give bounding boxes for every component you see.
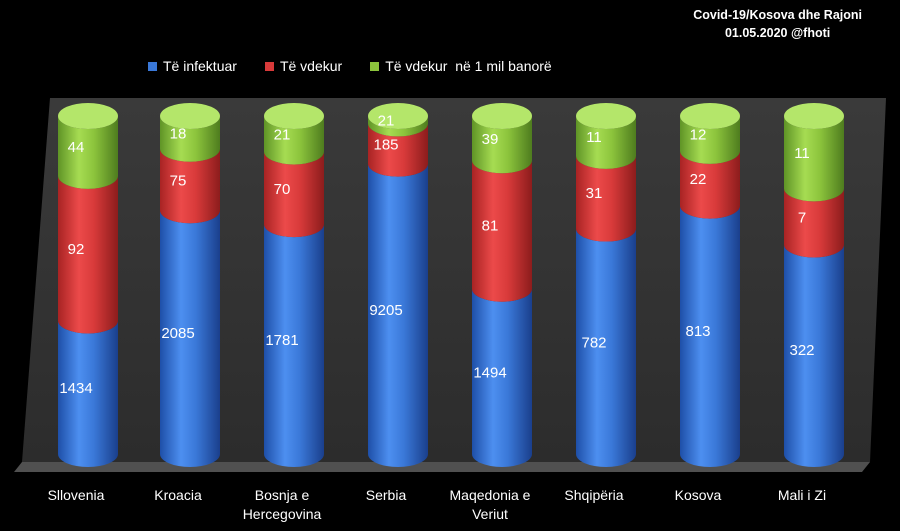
bar-infected-6 xyxy=(680,205,740,467)
chart-title-block: Covid-19/Kosova dhe Rajoni 01.05.2020 @f… xyxy=(693,6,862,42)
data-label-infected-2: 1781 xyxy=(265,332,298,349)
category-label-4-1: Veriut xyxy=(472,506,508,522)
data-label-deaths-per-million-6: 12 xyxy=(690,126,707,143)
legend-swatch-deaths-per-million xyxy=(370,61,380,71)
legend-label-deaths: Të vdekur xyxy=(279,58,343,74)
data-label-deaths-per-million-7: 11 xyxy=(794,145,810,162)
bar-infected-4 xyxy=(472,288,532,467)
data-label-infected-5: 782 xyxy=(581,334,606,351)
bar-deaths-5 xyxy=(576,155,636,242)
legend-item-infected: Të infektuar xyxy=(148,58,237,74)
bar-infected-2 xyxy=(264,224,324,467)
bar-deaths-per-million-7 xyxy=(784,116,844,202)
bar-deaths-per-million-4 xyxy=(472,116,532,174)
bar-deaths-per-million-5 xyxy=(576,116,636,169)
bar-deaths-2 xyxy=(264,151,324,238)
legend-label-deaths-per-million: Të vdekur në 1 mil banorë xyxy=(385,58,552,74)
legend-label-infected: Të infektuar xyxy=(163,58,237,74)
data-label-deaths-3: 185 xyxy=(373,137,398,154)
bar-deaths-6 xyxy=(680,150,740,219)
category-label-6-0: Kosova xyxy=(675,487,722,503)
bar-deaths-0 xyxy=(58,175,118,334)
bar-top-cap-0 xyxy=(58,103,118,129)
bar-top-cap-6 xyxy=(680,103,740,129)
bar-deaths-7 xyxy=(784,188,844,258)
bar-infected-3 xyxy=(368,163,428,467)
data-label-deaths-4: 81 xyxy=(482,217,499,234)
legend-item-deaths-per-million: Të vdekur në 1 mil banorë xyxy=(370,58,552,74)
legend-swatch-deaths xyxy=(264,61,274,71)
data-label-deaths-5: 31 xyxy=(586,185,603,202)
data-label-deaths-per-million-1: 18 xyxy=(170,125,187,142)
bar-deaths-3 xyxy=(368,123,428,177)
chart-legend: Të infektuar Të vdekur Të vdekur në 1 mi… xyxy=(148,58,552,74)
bar-deaths-per-million-3 xyxy=(368,116,428,137)
bar-deaths-per-million-1 xyxy=(160,116,220,162)
data-label-infected-7: 322 xyxy=(789,342,814,359)
data-label-infected-0: 1434 xyxy=(59,380,92,397)
data-label-deaths-2: 70 xyxy=(274,181,291,198)
category-label-2-0: Bosnja e xyxy=(255,487,310,503)
data-label-deaths-1: 75 xyxy=(170,173,187,190)
chart-title: Covid-19/Kosova dhe Rajoni xyxy=(693,8,862,22)
category-label-0-0: Sllovenia xyxy=(48,487,105,503)
bar-deaths-per-million-6 xyxy=(680,116,740,164)
plot-back-wall xyxy=(22,98,886,462)
bar-top-cap-5 xyxy=(576,103,636,129)
data-label-deaths-0: 92 xyxy=(68,241,85,258)
data-label-deaths-per-million-5: 11 xyxy=(586,129,602,146)
chart-subtitle: 01.05.2020 @fhoti xyxy=(724,26,831,40)
plot-floor xyxy=(14,462,870,472)
data-label-deaths-per-million-3: 21 xyxy=(378,113,395,130)
bar-deaths-per-million-2 xyxy=(264,116,324,165)
category-label-2-1: Hercegovina xyxy=(243,506,322,522)
data-label-infected-3: 9205 xyxy=(369,302,402,319)
data-label-deaths-per-million-2: 21 xyxy=(274,127,291,144)
bar-top-cap-7 xyxy=(784,103,844,129)
data-label-deaths-per-million-0: 44 xyxy=(68,139,85,156)
category-label-4-0: Maqedonia e xyxy=(450,487,531,503)
legend-item-deaths: Të vdekur xyxy=(264,58,343,74)
data-label-deaths-6: 22 xyxy=(690,171,707,188)
legend-swatch-infected xyxy=(148,61,157,71)
data-label-infected-4: 1494 xyxy=(473,364,506,381)
category-label-7-0: Mali i Zi xyxy=(778,487,826,503)
data-label-infected-1: 2085 xyxy=(161,325,194,342)
bar-top-cap-2 xyxy=(264,103,324,129)
data-label-deaths-7: 7 xyxy=(798,209,806,226)
data-label-deaths-per-million-4: 39 xyxy=(482,131,499,148)
bar-deaths-1 xyxy=(160,148,220,224)
bar-top-cap-4 xyxy=(472,103,532,129)
bar-deaths-4 xyxy=(472,160,532,302)
bar-top-cap-1 xyxy=(160,103,220,129)
category-label-3-0: Serbia xyxy=(366,487,407,503)
bar-infected-0 xyxy=(58,320,118,467)
category-label-1-0: Kroacia xyxy=(154,487,202,503)
bar-infected-5 xyxy=(576,228,636,467)
bar-infected-1 xyxy=(160,210,220,467)
bar-top-cap-3 xyxy=(368,103,428,129)
bar-deaths-per-million-0 xyxy=(58,116,118,189)
data-label-infected-6: 813 xyxy=(685,323,710,340)
category-label-5-0: Shqipëria xyxy=(564,487,623,503)
bar-infected-7 xyxy=(784,244,844,467)
